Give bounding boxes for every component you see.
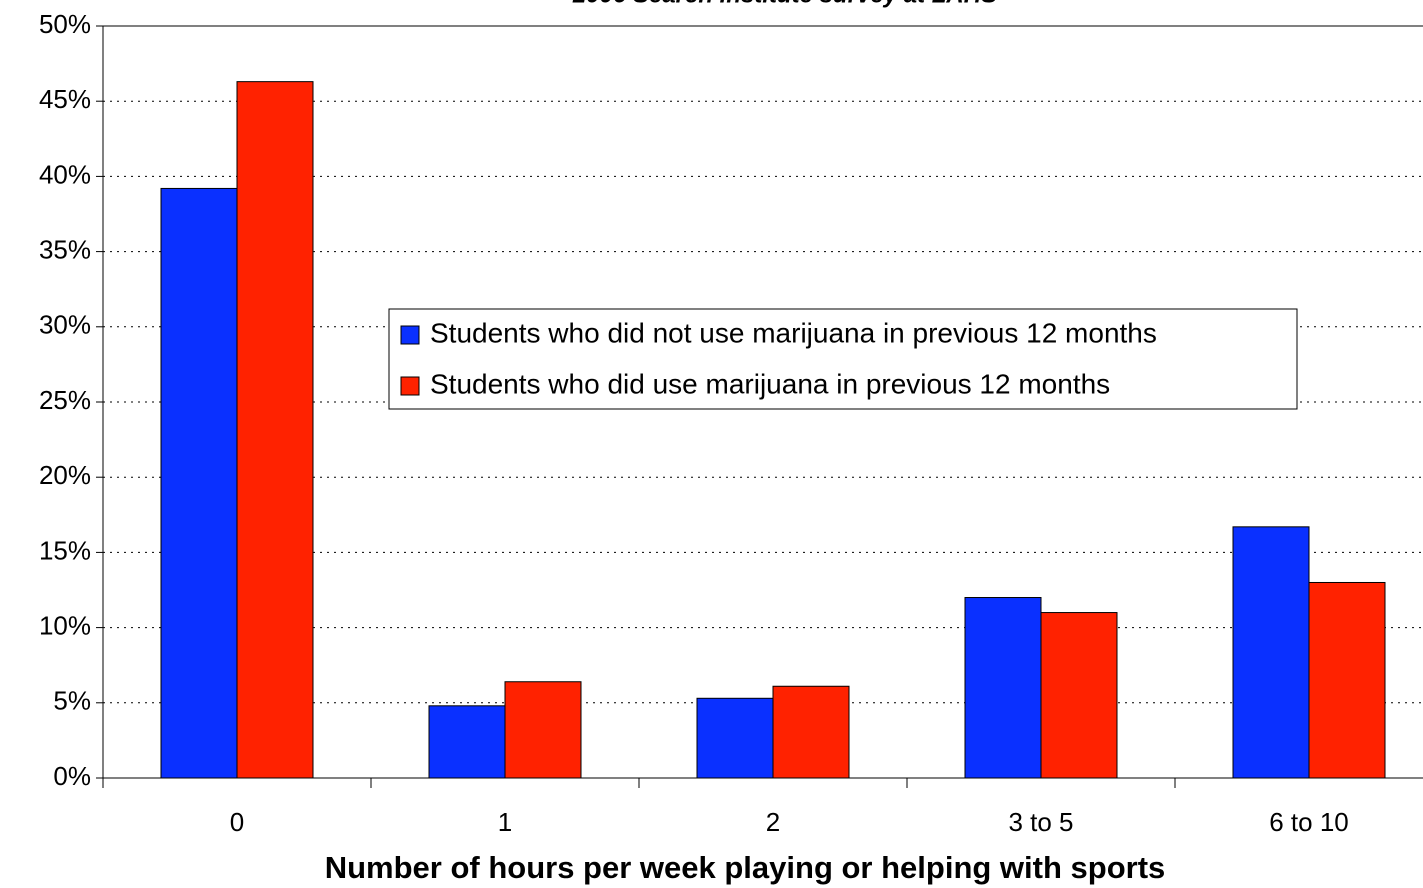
legend-swatch [400,376,420,396]
bar [236,81,314,779]
y-tick-label: 25% [39,385,91,415]
y-tick-label: 10% [39,610,91,640]
y-tick-label: 20% [39,460,91,490]
bar [504,681,582,779]
x-axis-label: Number of hours per week playing or help… [325,850,1166,885]
bar [696,697,774,779]
x-tick-label: 0 [230,807,244,837]
legend-label: Students who did use marijuana in previo… [430,368,1110,399]
x-tick-label: 3 to 5 [1008,807,1073,837]
legend-swatch [400,325,420,345]
legend-box [388,308,1298,410]
y-tick-label: 50% [39,9,91,39]
bar [1040,612,1118,779]
bar [964,597,1042,779]
x-tick-label: 2 [766,807,780,837]
y-tick-label: 30% [39,310,91,340]
y-tick-label: 0% [53,761,91,791]
y-tick-label: 15% [39,535,91,565]
chart-title: 2006 Search Institute survey at LAHS [572,0,997,8]
y-tick-label: 35% [39,234,91,264]
x-tick-label: 6 to 10 [1269,807,1349,837]
bar [1232,526,1310,779]
bar [1308,581,1386,779]
bar [160,187,238,779]
y-tick-label: 5% [53,686,91,716]
x-tick-label: 1 [498,807,512,837]
y-tick-label: 40% [39,159,91,189]
bar [772,685,850,779]
bar [428,705,506,779]
y-tick-label: 45% [39,84,91,114]
legend-label: Students who did not use marijuana in pr… [430,317,1157,348]
